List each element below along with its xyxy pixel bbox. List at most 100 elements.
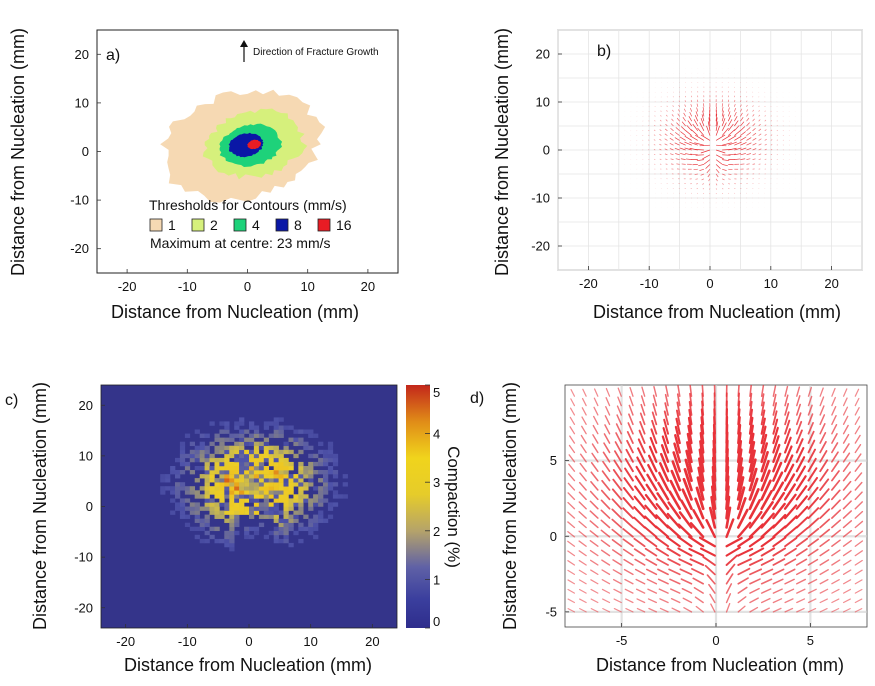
panel-c-cell [179, 502, 186, 507]
panel-d-vector [591, 452, 599, 463]
panel-c-cell [229, 449, 235, 455]
panel-c-cell [179, 441, 186, 447]
panel-d-vector [611, 508, 623, 519]
panel-d-vector [796, 395, 801, 407]
panel-c-cell [327, 453, 334, 459]
panel-c-cell [179, 498, 186, 503]
panel-b-vector [679, 136, 686, 141]
panel-d-label: d) [470, 390, 484, 407]
panel-d-vector [645, 483, 658, 501]
panel-c-cell [253, 470, 260, 475]
panel-c-cell [224, 538, 230, 544]
panel-c-cell [234, 470, 240, 475]
panel-d-vector [605, 397, 611, 407]
panel-d-vector [686, 441, 693, 464]
panel-b-vector [764, 105, 766, 108]
panel-d-vector [648, 445, 658, 463]
panel-b-vector [653, 134, 656, 136]
panel-d-vector [831, 451, 839, 463]
panel-b-vector [659, 134, 662, 136]
panel-b-vector [740, 100, 742, 103]
panel-d-vector [760, 489, 773, 511]
panel-c-cell [204, 478, 210, 483]
panel-d-vector [784, 558, 797, 566]
panel-d-vector [807, 517, 820, 529]
panel-d-vector [737, 605, 746, 613]
panel-d-vector [567, 598, 576, 604]
panel-c-cell [170, 498, 176, 503]
panel-d-vector [819, 498, 830, 510]
panel-c-cell [327, 482, 334, 487]
panel-d-vector [624, 578, 634, 585]
panel-d-vector [666, 536, 681, 548]
panel-c-cell [244, 474, 250, 479]
panel-d-vector [783, 445, 793, 463]
panel-b-vector [702, 188, 705, 190]
panel-c-cell [175, 502, 181, 507]
panel-d-vector [831, 509, 842, 519]
panel-b-vector [740, 158, 746, 160]
panel-d-vector [593, 406, 599, 416]
panel-b-vector [752, 132, 757, 136]
panel-c-cell [224, 518, 230, 523]
panel-c-cell [229, 510, 235, 515]
panel-b-vector [770, 120, 772, 122]
legend-label-4: 4 [252, 217, 260, 233]
panel-c-cell [160, 490, 166, 495]
panel-c-cell [160, 486, 166, 491]
panel-c-cell [258, 466, 265, 471]
panel-d-vector [760, 588, 772, 594]
panel-d-vector [807, 413, 814, 426]
panel-d-vector [819, 598, 828, 604]
panel-c-cell [283, 514, 289, 519]
colorbar-tick-label: 2 [433, 524, 440, 539]
panel-d-vector [854, 569, 863, 575]
panel-c-cell [293, 494, 299, 499]
panel-d-vector [600, 519, 611, 529]
panel-c-cell [283, 498, 289, 503]
panel-d-vector [819, 478, 830, 491]
panel-b-vector [653, 129, 656, 132]
panel-b-vector [752, 109, 755, 112]
panel-b-vector [653, 153, 656, 156]
panel-d-vector [611, 488, 623, 501]
panel-d-vector [633, 495, 646, 510]
panel-c-cell [337, 494, 344, 499]
panel-b-vector [696, 103, 699, 107]
panel-c-cell [170, 510, 176, 515]
panel-d-vector [819, 588, 829, 594]
panel-d-vector [831, 559, 841, 566]
panel-c-cell [273, 482, 279, 487]
panel-d-vector [772, 385, 777, 397]
panel-c-cell [318, 494, 324, 499]
panel-d-vector [622, 487, 634, 501]
panel-c-cell [224, 534, 230, 540]
panel-c-cell [332, 461, 339, 467]
panel-d-vector [760, 450, 769, 473]
panel-d-vector [772, 471, 784, 492]
colorbar-tick-label: 4 [433, 427, 440, 442]
panel-c-cell [239, 466, 245, 471]
panel-d-vector [696, 476, 705, 501]
panel-b-xtick-label: 10 [764, 276, 778, 291]
panel-d-vector [589, 549, 599, 557]
panel-c-cell [224, 542, 230, 548]
panel-d-vector [702, 555, 716, 566]
panel-d-vector [749, 587, 760, 594]
panel-c-cell [253, 429, 260, 434]
panel-c-cell [308, 453, 314, 459]
panel-b-vector [672, 109, 674, 112]
panel-c-cell [189, 486, 196, 491]
panel-d-vector [807, 568, 818, 576]
panel-d-vector [613, 607, 622, 613]
panel-c-cell [194, 449, 200, 455]
panel-d-vector [831, 433, 838, 444]
panel-c-cell [303, 482, 309, 487]
panel-b-vector [746, 147, 752, 151]
panel-c-cell [268, 461, 274, 467]
panel-c-cell [244, 482, 250, 487]
panel-d-vector [625, 448, 634, 463]
panel-c-cell [244, 453, 250, 459]
